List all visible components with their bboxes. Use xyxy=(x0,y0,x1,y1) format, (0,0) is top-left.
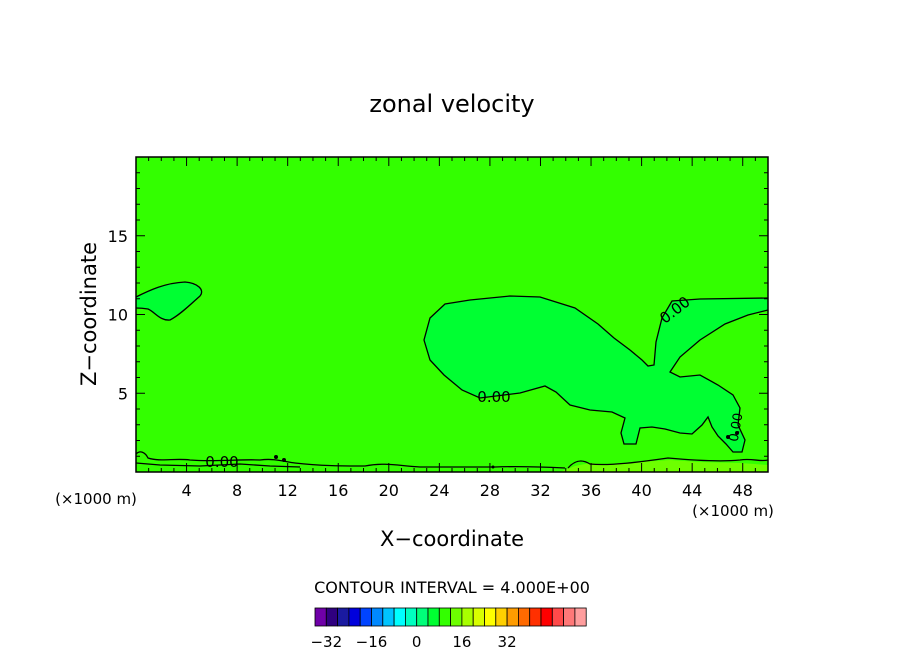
colorbar-swatch xyxy=(472,607,485,627)
contour-interval-text: CONTOUR INTERVAL = 4.000E+00 xyxy=(314,578,590,597)
y-tick-label: 10 xyxy=(108,306,128,325)
colorbar-swatch xyxy=(506,607,519,627)
contour-label: 0.00 xyxy=(727,412,747,443)
colorbar-swatch xyxy=(337,607,350,627)
colorbar-swatch xyxy=(427,607,440,627)
colorbar-swatch xyxy=(495,607,508,627)
colorbar-swatch xyxy=(551,607,564,627)
colorbar-tick-label: −16 xyxy=(356,633,388,651)
contour-line xyxy=(423,295,769,453)
x-tick-label: 32 xyxy=(530,481,550,500)
colorbar-swatch xyxy=(404,607,418,627)
colorbar-swatch xyxy=(563,607,576,627)
colorbar-tick-label: 16 xyxy=(452,633,471,651)
colorbar-swatch xyxy=(325,607,338,627)
colorbar-swatch xyxy=(348,607,361,627)
y-tick-labels: 5 10 15 xyxy=(108,227,128,404)
colorbar-swatch xyxy=(484,607,497,627)
y-tick-label: 15 xyxy=(108,227,128,246)
contour-dot xyxy=(726,435,730,439)
x-tick-label: 4 xyxy=(181,481,191,500)
x-tick-labels: 4 8 12 16 20 24 28 32 36 40 44 48 xyxy=(181,481,752,500)
contour-dot xyxy=(274,455,278,459)
colorbar-swatch xyxy=(314,607,327,627)
colorbar-swatch xyxy=(574,607,587,627)
colorbar-swatch xyxy=(359,607,372,627)
contour-label: 0.00 xyxy=(205,453,238,471)
colorbar-swatch xyxy=(529,607,542,627)
contour-dot xyxy=(491,465,495,469)
colorbar-swatch xyxy=(540,607,553,627)
colorbar-swatch xyxy=(450,607,463,627)
x-tick-label: 36 xyxy=(581,481,601,500)
chart-title: zonal velocity xyxy=(369,90,534,118)
colorbar-swatch xyxy=(438,607,451,627)
colorbar-tick-labels: −32 −16 0 16 32 xyxy=(310,633,516,651)
x-tick-label: 28 xyxy=(480,481,500,500)
y-unit-label: (×1000 m) xyxy=(55,490,137,508)
axis-ticks xyxy=(136,157,768,472)
colorbar-swatch xyxy=(382,607,395,627)
x-tick-label: 44 xyxy=(682,481,702,500)
colorbar-swatch xyxy=(371,607,384,627)
colorbar xyxy=(314,607,587,627)
x-tick-label: 12 xyxy=(278,481,298,500)
plot-area: 0.00 0.00 0.00 0.00 xyxy=(135,156,769,473)
y-axis-label: Z−coordinate xyxy=(77,242,101,386)
weak-positive-region xyxy=(560,460,768,472)
x-tick-label: 48 xyxy=(733,481,753,500)
x-tick-label: 8 xyxy=(232,481,242,500)
x-tick-label: 40 xyxy=(631,481,651,500)
colorbar-tick-label: 32 xyxy=(498,633,517,651)
contour-line xyxy=(135,451,566,469)
x-tick-label: 16 xyxy=(328,481,348,500)
x-axis-label: X−coordinate xyxy=(380,527,524,551)
x-tick-label: 20 xyxy=(379,481,399,500)
colorbar-swatch xyxy=(416,607,429,627)
negative-region-right xyxy=(424,296,768,452)
colorbar-tick-label: −32 xyxy=(310,633,342,651)
y-tick-label: 5 xyxy=(118,384,128,403)
colorbar-swatch xyxy=(518,607,531,627)
x-tick-label: 24 xyxy=(429,481,449,500)
negative-region-left xyxy=(136,282,202,321)
contour-line xyxy=(135,281,203,321)
x-unit-label: (×1000 m) xyxy=(692,502,774,520)
colorbar-tick-label: 0 xyxy=(412,633,422,651)
colorbar-swatch xyxy=(461,607,474,627)
contour-dot xyxy=(735,431,739,435)
contour-line xyxy=(135,462,301,468)
contour-line xyxy=(567,457,769,469)
colorbar-swatch xyxy=(393,607,406,627)
contour-label: 0.00 xyxy=(477,388,510,406)
contour-dot xyxy=(282,458,286,462)
